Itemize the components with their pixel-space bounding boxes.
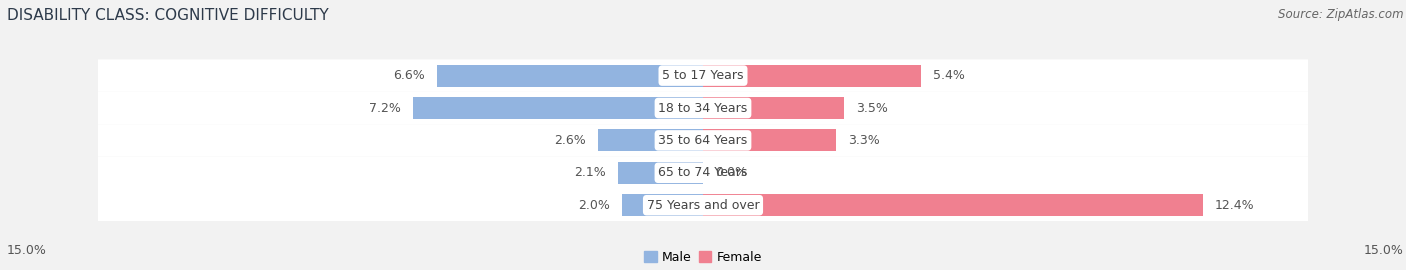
Text: 3.5%: 3.5% (856, 102, 889, 114)
Text: 2.0%: 2.0% (578, 199, 610, 212)
Text: 12.4%: 12.4% (1215, 199, 1254, 212)
Bar (703, 97, 844, 119)
Text: 15.0%: 15.0% (1364, 244, 1403, 256)
Bar (619, 162, 703, 184)
Text: 15.0%: 15.0% (7, 244, 46, 256)
Bar (413, 97, 703, 119)
Text: Source: ZipAtlas.com: Source: ZipAtlas.com (1278, 8, 1403, 21)
Text: 3.3%: 3.3% (848, 134, 880, 147)
Text: 2.1%: 2.1% (575, 166, 606, 179)
FancyBboxPatch shape (79, 59, 1327, 92)
Text: 0.0%: 0.0% (716, 166, 747, 179)
Bar (437, 65, 703, 87)
Text: 65 to 74 Years: 65 to 74 Years (658, 166, 748, 179)
Bar (703, 129, 837, 151)
Text: 6.6%: 6.6% (394, 69, 425, 82)
FancyBboxPatch shape (79, 124, 1327, 157)
Legend: Male, Female: Male, Female (644, 251, 762, 264)
Text: 5.4%: 5.4% (932, 69, 965, 82)
Bar (703, 194, 1202, 216)
Bar (623, 194, 703, 216)
Text: 35 to 64 Years: 35 to 64 Years (658, 134, 748, 147)
Bar (598, 129, 703, 151)
Text: 18 to 34 Years: 18 to 34 Years (658, 102, 748, 114)
FancyBboxPatch shape (79, 92, 1327, 124)
FancyBboxPatch shape (79, 157, 1327, 189)
Text: 5 to 17 Years: 5 to 17 Years (662, 69, 744, 82)
Text: 75 Years and over: 75 Years and over (647, 199, 759, 212)
FancyBboxPatch shape (79, 189, 1327, 221)
Text: 7.2%: 7.2% (368, 102, 401, 114)
Text: DISABILITY CLASS: COGNITIVE DIFFICULTY: DISABILITY CLASS: COGNITIVE DIFFICULTY (7, 8, 329, 23)
Bar (703, 65, 921, 87)
Text: 2.6%: 2.6% (554, 134, 586, 147)
